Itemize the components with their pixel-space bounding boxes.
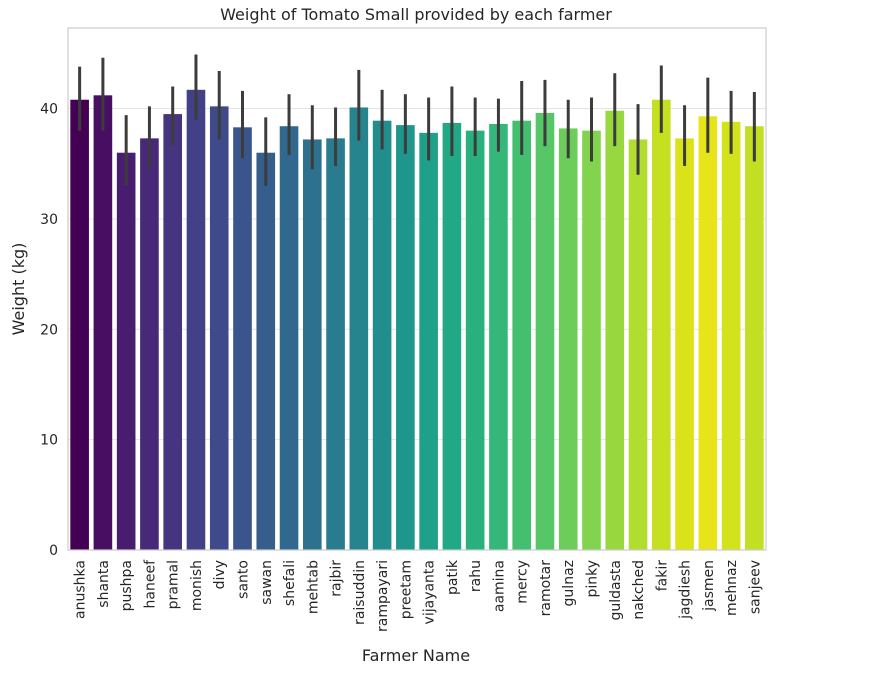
x-tick-label-pramal: pramal bbox=[166, 560, 182, 609]
bar-gulnaz bbox=[558, 128, 578, 550]
x-tick-label-mehnaz: mehnaz bbox=[724, 560, 740, 616]
x-tick-label-mehtab: mehtab bbox=[305, 560, 321, 614]
bar-preetam bbox=[396, 125, 415, 551]
x-tick-labels: anushka shanta pushpa haneef pramal monish div… bbox=[73, 559, 764, 632]
y-tick-label: 0 bbox=[49, 543, 58, 559]
x-tick-label-jagdiesh: jagdiesh bbox=[678, 560, 694, 620]
x-tick-label-shefali: shefali bbox=[282, 560, 298, 606]
x-tick-label-pinky: pinky bbox=[585, 560, 601, 598]
x-tick-label-sanjeev: sanjeev bbox=[747, 560, 763, 614]
x-tick-label-santo: santo bbox=[236, 560, 252, 599]
x-tick-label-fakir: fakir bbox=[654, 560, 670, 592]
bar-patik bbox=[442, 122, 462, 550]
x-tick-label-anushka: anushka bbox=[73, 560, 89, 619]
x-tick-label-pushpa: pushpa bbox=[119, 560, 135, 611]
bar-mercy bbox=[512, 120, 532, 550]
y-tick-labels: 0 10 20 30 40 bbox=[40, 102, 58, 559]
error-bars bbox=[78, 54, 756, 186]
y-tick-label: 10 bbox=[40, 433, 58, 449]
x-tick-label-rajbir: rajbir bbox=[329, 560, 345, 597]
bar-haneef bbox=[140, 138, 159, 550]
bar-ramotar bbox=[535, 112, 555, 550]
bar-shefali bbox=[279, 126, 299, 550]
y-tick-label: 40 bbox=[40, 102, 58, 118]
chart-title: Weight of Tomato Small provided by each … bbox=[220, 5, 612, 24]
y-tick-label: 20 bbox=[40, 322, 58, 338]
x-tick-label-patik: patik bbox=[445, 559, 461, 595]
plot-frame bbox=[67, 27, 767, 551]
y-axis-label: Weight (kg) bbox=[9, 243, 28, 336]
bar-sawan bbox=[256, 152, 276, 551]
bars bbox=[70, 89, 764, 551]
bar-mehtab bbox=[302, 139, 322, 550]
bar-anushka bbox=[70, 99, 89, 550]
x-tick-label-guldasta: guldasta bbox=[608, 560, 624, 620]
x-tick-label-preetam: preetam bbox=[398, 560, 414, 619]
bar-monish bbox=[186, 89, 206, 550]
bar-shanta bbox=[93, 95, 113, 550]
y-tick-label: 30 bbox=[40, 212, 58, 228]
bar-fakir bbox=[651, 99, 671, 550]
bar-guldasta bbox=[605, 110, 625, 550]
bar-jasmen bbox=[698, 116, 718, 550]
x-tick-label-shanta: shanta bbox=[96, 560, 112, 608]
x-tick-label-ramotar: ramotar bbox=[538, 560, 554, 617]
x-tick-label-aamina: aamina bbox=[491, 560, 507, 612]
bar-sanjeev bbox=[745, 126, 764, 550]
bar-mehnaz bbox=[721, 121, 741, 551]
bar-jagdiesh bbox=[675, 138, 694, 550]
bar-rampayari bbox=[372, 120, 392, 550]
x-tick-label-mercy: mercy bbox=[515, 560, 531, 604]
x-tick-label-haneef: haneef bbox=[142, 559, 158, 609]
bar-rahu bbox=[465, 130, 485, 550]
x-tick-label-divy: divy bbox=[212, 560, 228, 589]
bar-vijayanta bbox=[419, 132, 438, 550]
bar-pramal bbox=[163, 114, 183, 551]
x-axis-label: Farmer Name bbox=[362, 646, 470, 665]
bar-santo bbox=[233, 127, 252, 551]
x-tick-label-vijayanta: vijayanta bbox=[422, 560, 438, 624]
x-tick-label-jasmen: jasmen bbox=[701, 560, 717, 612]
x-tick-label-rampayari: rampayari bbox=[375, 560, 391, 632]
bar-pushpa bbox=[116, 152, 136, 551]
x-tick-label-raisuddin: raisuddin bbox=[352, 560, 368, 625]
x-tick-label-nakched: nakched bbox=[631, 560, 647, 620]
bar-aamina bbox=[489, 124, 508, 550]
x-tick-label-gulnaz: gulnaz bbox=[561, 560, 577, 606]
bar-raisuddin bbox=[349, 107, 369, 550]
bar-rajbir bbox=[326, 138, 345, 550]
bar-nakched bbox=[628, 139, 648, 550]
x-tick-label-monish: monish bbox=[189, 560, 205, 611]
bar-divy bbox=[209, 106, 229, 551]
x-tick-label-rahu: rahu bbox=[468, 560, 484, 592]
bar-pinky bbox=[582, 130, 601, 550]
x-tick-label-sawan: sawan bbox=[259, 560, 275, 605]
